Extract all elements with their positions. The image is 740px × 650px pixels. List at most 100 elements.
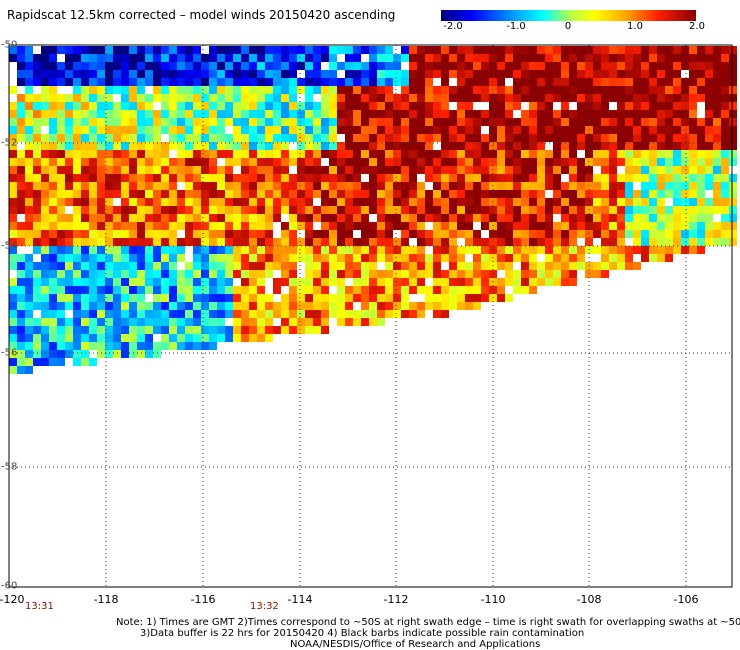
swath-cell (353, 142, 361, 150)
swath-cell (417, 46, 425, 54)
swath-cell (297, 302, 305, 310)
swath-cell (577, 262, 585, 270)
swath-cell (281, 262, 289, 270)
swath-cell (177, 342, 185, 350)
swath-cell (361, 134, 369, 142)
swath-cell (601, 142, 609, 150)
swath-cell (441, 46, 449, 54)
swath-cell (145, 134, 153, 142)
swath-cell (625, 262, 633, 270)
swath-cell (521, 158, 529, 166)
swath-cell (473, 254, 481, 262)
swath-cell (25, 350, 33, 358)
swath-cell (97, 54, 105, 62)
swath-cell (145, 46, 153, 54)
swath-cell (281, 94, 289, 102)
swath-cell (441, 206, 449, 214)
swath-cell (105, 110, 113, 118)
swath-cell (401, 78, 409, 86)
swath-cell (361, 318, 369, 326)
swath-cell (537, 246, 545, 254)
swath-cell (657, 78, 665, 86)
swath-cell (689, 78, 697, 86)
swath-cell (233, 286, 241, 294)
swath-cell (297, 326, 305, 334)
swath-cell (369, 246, 377, 254)
swath-cell (105, 118, 113, 126)
swath-cell (705, 70, 713, 78)
swath-cell (689, 94, 697, 102)
swath-cell (569, 270, 577, 278)
swath-cell (729, 126, 737, 134)
swath-cell (529, 102, 537, 110)
swath-cell (593, 262, 601, 270)
swath-cell (313, 126, 321, 134)
swath-cell (641, 246, 649, 254)
swath-cell (153, 158, 161, 166)
swath-cell (713, 94, 721, 102)
swath-cell (497, 118, 505, 126)
swath-cell (17, 350, 25, 358)
swath-cell (49, 334, 57, 342)
swath-cell (665, 246, 673, 254)
swath-cell (337, 118, 345, 126)
swath-cell (129, 46, 137, 54)
swath-cell (497, 238, 505, 246)
swath-cell (513, 150, 521, 158)
swath-cell (201, 118, 209, 126)
swath-cell (137, 118, 145, 126)
swath-cell (641, 86, 649, 94)
swath-cell (233, 46, 241, 54)
swath-cell (81, 62, 89, 70)
swath-cell (713, 86, 721, 94)
swath-cell (705, 222, 713, 230)
swath-cell (161, 342, 169, 350)
swath-cell (713, 198, 721, 206)
swath-cell (49, 222, 57, 230)
swath-cell (505, 262, 513, 270)
swath-cell (593, 86, 601, 94)
swath-cell (401, 110, 409, 118)
swath-cell (89, 46, 97, 54)
swath-cell (305, 174, 313, 182)
swath-cell (377, 78, 385, 86)
swath-cell (385, 126, 393, 134)
swath-cell (649, 150, 657, 158)
swath-cell (673, 246, 681, 254)
swath-cell (193, 198, 201, 206)
swath-cell (705, 134, 713, 142)
swath-cell (385, 118, 393, 126)
swath-cell (465, 190, 473, 198)
swath-cell (177, 118, 185, 126)
swath-cell (457, 190, 465, 198)
swath-cell (473, 86, 481, 94)
swath-cell (169, 158, 177, 166)
swath-cell (353, 94, 361, 102)
swath-cell (81, 134, 89, 142)
swath-cell (233, 222, 241, 230)
swath-cell (193, 206, 201, 214)
swath-cell (33, 198, 41, 206)
swath-cell (209, 302, 217, 310)
swath-cell (257, 278, 265, 286)
swath-cell (457, 166, 465, 174)
swath-cell (233, 150, 241, 158)
swath-cell (497, 246, 505, 254)
swath-cell (201, 166, 209, 174)
swath-cell (577, 190, 585, 198)
swath-cell (529, 150, 537, 158)
swath-cell (417, 262, 425, 270)
swath-cell (505, 206, 513, 214)
swath-cell (369, 270, 377, 278)
swath-cell (89, 358, 97, 366)
swath-cell (161, 310, 169, 318)
swath-cell (305, 86, 313, 94)
swath-cell (633, 134, 641, 142)
swath-cell (329, 230, 337, 238)
swath-cell (137, 310, 145, 318)
swath-cell (225, 278, 233, 286)
swath-cell (505, 294, 513, 302)
swath-cell (41, 110, 49, 118)
swath-cell (313, 270, 321, 278)
swath-cell (361, 118, 369, 126)
